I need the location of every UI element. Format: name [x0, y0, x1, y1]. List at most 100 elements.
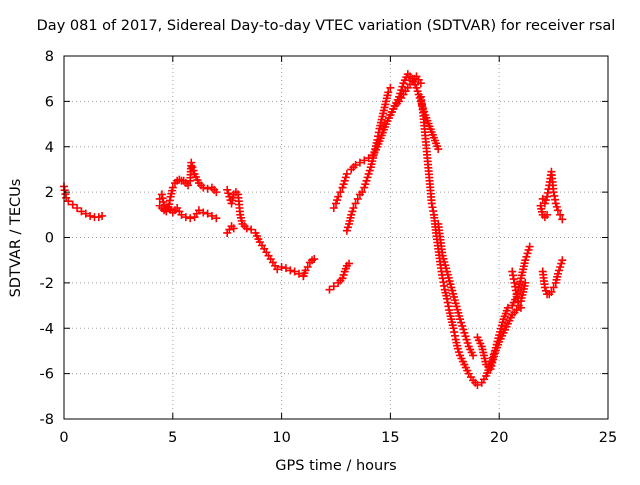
data-point	[512, 306, 521, 315]
data-point	[353, 194, 362, 203]
y-tick-label: -8	[40, 412, 54, 428]
y-tick-label: 0	[45, 231, 54, 247]
data-point	[473, 380, 482, 389]
data-point	[469, 351, 478, 360]
data-point	[329, 282, 338, 291]
data-point	[336, 188, 345, 197]
x-tick-label: 5	[168, 430, 177, 446]
data-point	[203, 209, 212, 218]
y-tick-label: 2	[45, 185, 54, 201]
data-point	[273, 265, 282, 274]
data-point	[556, 210, 565, 219]
y-tick-label: -4	[40, 321, 54, 337]
data-point	[310, 255, 319, 264]
data-point	[73, 204, 82, 213]
series-segment-4	[188, 163, 221, 197]
data-point	[168, 183, 177, 192]
series-segment-16	[508, 267, 530, 310]
data-point	[525, 242, 534, 251]
data-point	[212, 188, 221, 197]
data-point	[351, 160, 360, 169]
data-point	[98, 211, 107, 220]
data-point	[187, 158, 196, 167]
y-tick-label: 4	[45, 140, 54, 156]
data-point	[549, 283, 558, 292]
data-point	[386, 83, 395, 92]
data-point	[355, 158, 364, 167]
x-tick-label: 10	[272, 430, 290, 446]
data-point	[177, 210, 186, 219]
data-point	[384, 88, 393, 97]
x-tick-label: 15	[381, 430, 399, 446]
data-point	[558, 256, 567, 265]
y-axis-label: SDTVAR / TECUs	[8, 179, 24, 298]
series-segment-6	[223, 222, 238, 237]
x-tick-label: 25	[599, 430, 617, 446]
series-segment-19	[536, 201, 552, 222]
data-point	[514, 301, 523, 310]
data-point	[199, 183, 208, 192]
data-point	[553, 206, 562, 215]
data-point	[229, 224, 238, 233]
series-segment-17	[538, 256, 567, 299]
data-point	[360, 156, 369, 165]
x-axis-label: GPS time / hours	[275, 458, 396, 474]
data-point	[77, 207, 86, 216]
data-point	[303, 262, 312, 271]
data-point	[364, 154, 373, 163]
data-point	[212, 214, 221, 223]
data-point	[334, 192, 343, 201]
data-point	[351, 199, 360, 208]
data-point	[207, 211, 216, 220]
data-point	[345, 259, 354, 268]
x-tick-label: 20	[490, 430, 508, 446]
data-point	[290, 267, 299, 276]
data-point	[543, 210, 552, 219]
data-point	[64, 197, 73, 206]
y-tick-label: 6	[45, 94, 54, 110]
axis-ticks: 0 5 10 15 20 25 -8 -6 -4 -2 0 2 4 6 8	[40, 49, 618, 446]
data-point	[199, 208, 208, 217]
chart-title: Day 081 of 2017, Sidereal Day-to-day VTE…	[37, 18, 616, 34]
data-point	[186, 214, 195, 223]
data-point	[68, 200, 77, 209]
data-point	[181, 213, 190, 222]
series-segment-9	[329, 169, 351, 213]
series-segment-15	[473, 303, 525, 374]
data-point	[329, 204, 338, 213]
data-point	[242, 224, 251, 233]
y-tick-label: 8	[45, 49, 54, 65]
data-point	[81, 209, 90, 218]
data-point	[325, 285, 334, 294]
data-point	[521, 278, 530, 287]
data-point	[286, 266, 295, 275]
data-point	[349, 204, 358, 213]
series-segment-7	[299, 255, 319, 281]
data-point	[342, 169, 351, 178]
data-point	[184, 181, 193, 190]
data-point	[503, 303, 512, 312]
data-point	[247, 225, 256, 234]
y-tick-label: -6	[40, 367, 54, 383]
data-point	[277, 262, 286, 271]
data-point	[434, 145, 443, 154]
data-point	[281, 264, 290, 273]
data-point	[558, 215, 567, 224]
series-segment-14	[434, 219, 478, 360]
data-point	[358, 188, 367, 197]
data-point	[547, 287, 556, 296]
series-segment-3	[155, 201, 221, 223]
series-segment-8	[325, 259, 354, 294]
data-point	[203, 184, 212, 193]
x-tick-label: 0	[59, 430, 68, 446]
data-point	[194, 206, 203, 215]
series-segment-12	[386, 70, 443, 154]
series-segment-18	[538, 167, 567, 224]
data-point	[86, 211, 95, 220]
data-point	[416, 79, 425, 88]
data-points	[60, 70, 567, 389]
y-tick-label: -2	[40, 276, 54, 292]
